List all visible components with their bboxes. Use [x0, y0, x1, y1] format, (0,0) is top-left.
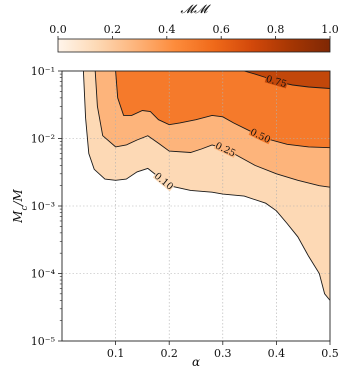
- y-axis-label-rest: /M: [11, 188, 25, 206]
- colorbar-tick-label: 0.4: [158, 23, 176, 36]
- y-axis-label-mass: M: [11, 210, 25, 224]
- x-tick-label: 0.4: [268, 347, 286, 360]
- colorbar: [57, 38, 331, 53]
- colorbar-tick-label: 0.2: [104, 23, 122, 36]
- y-tick-label: 10⁻³: [31, 200, 55, 213]
- contour-fill-0.50: [115, 71, 330, 148]
- y-axis-label-subscript: c: [20, 206, 30, 211]
- x-tick-label: 0.1: [107, 347, 125, 360]
- colorbar-tick-labels: 0.0 0.2 0.4 0.6 0.8 1.0: [49, 23, 339, 36]
- y-tick-label: 10⁻²: [31, 133, 55, 146]
- contour-line-0.10: [82, 71, 330, 301]
- x-tick-label: 0.3: [214, 347, 232, 360]
- x-axis-ticks: 0.1 0.2 0.3 0.4 0.5: [107, 341, 339, 360]
- contour-fills: [83, 71, 330, 301]
- colorbar-tick-label: 0.6: [212, 23, 230, 36]
- x-tick-label: 0.2: [160, 347, 178, 360]
- y-axis-label: Mc/M: [11, 188, 30, 223]
- grid-lines: [62, 71, 330, 341]
- contour-lines: [82, 71, 330, 301]
- y-axis-ticks: 10⁻⁵ 10⁻⁴ 10⁻³ 10⁻² 10⁻¹: [31, 65, 62, 348]
- colorbar-title: 𝓜𝓜: [181, 2, 211, 16]
- y-tick-label: 10⁻⁵: [31, 335, 55, 348]
- colorbar-ticks: [57, 36, 331, 39]
- colorbar-tick-label: 1.0: [321, 23, 339, 36]
- contour-line-0.25: [94, 71, 330, 188]
- x-tick-label: 0.5: [321, 347, 339, 360]
- x-axis-label: α: [192, 355, 200, 369]
- y-tick-label: 10⁻¹: [31, 65, 55, 78]
- y-tick-label: 10⁻⁴: [31, 268, 56, 281]
- colorbar-tick-label: 0.8: [267, 23, 285, 36]
- colorbar-tick-label: 0.0: [49, 23, 67, 36]
